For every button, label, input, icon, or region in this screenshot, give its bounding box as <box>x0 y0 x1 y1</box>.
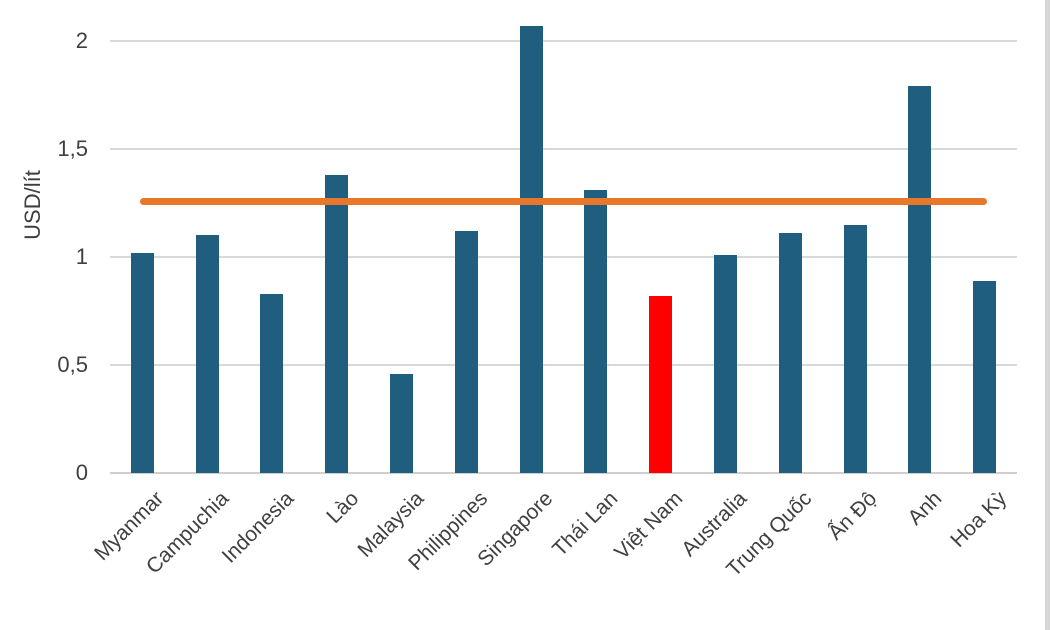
bar-malaysia <box>390 373 414 473</box>
gridline <box>110 256 1017 258</box>
bar-philippines <box>454 231 478 473</box>
bar-thai-lan <box>584 190 608 473</box>
bar-lao <box>325 174 349 473</box>
bar-an-o <box>843 224 867 473</box>
window-right-edge <box>1045 0 1050 630</box>
x-axis-line <box>110 472 1017 474</box>
bar-trung-quoc <box>778 233 802 473</box>
y-tick-label: 1,5 <box>57 136 88 161</box>
gridline <box>110 364 1017 366</box>
y-tick-label: 0 <box>75 460 88 485</box>
bar-campuchia <box>195 235 219 473</box>
bar-indonesia <box>260 293 284 473</box>
bar-viet-nam <box>649 295 673 473</box>
bar-myanmar <box>130 252 154 473</box>
y-tick-label: 2 <box>75 28 88 53</box>
gridline <box>110 40 1017 42</box>
bar-singapore <box>519 25 543 473</box>
bar-hoa-ky <box>973 280 997 473</box>
bar-anh <box>908 86 932 473</box>
y-tick-label: 1 <box>75 244 88 269</box>
gridline <box>110 148 1017 150</box>
average-reference-line <box>140 197 987 205</box>
bar-australia <box>713 254 737 473</box>
y-tick-label: 0,5 <box>57 352 88 377</box>
